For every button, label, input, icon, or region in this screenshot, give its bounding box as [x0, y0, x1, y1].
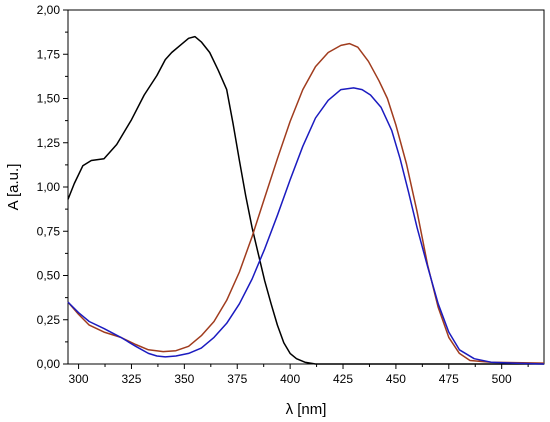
x-tick-label: 300 [69, 372, 89, 386]
y-tick-label: 0,50 [37, 269, 61, 283]
x-tick-label: 425 [333, 372, 353, 386]
series-line-3 [67, 87, 545, 365]
x-tick-label: 400 [280, 372, 300, 386]
y-axis-ticks: 0,00 0,25 0,50 0,75 1,00 1,25 1,50 1,75 2,00 [37, 3, 68, 371]
x-tick-label: 475 [439, 372, 459, 386]
x-tick-label: 325 [121, 372, 141, 386]
series-line-1 [67, 35, 544, 365]
y-tick-label: 1,50 [37, 92, 61, 106]
x-tick-label: 375 [227, 372, 247, 386]
y-tick-label: 0,75 [37, 224, 61, 238]
y-tick-label: 0,00 [37, 357, 61, 371]
y-tick-label: 1,75 [37, 47, 61, 61]
x-axis-ticks: 300 325 350 375 400 425 450 475 500 [69, 364, 529, 386]
x-tick-label: 500 [492, 372, 512, 386]
series-layer [67, 35, 545, 365]
x-tick-label: 350 [174, 372, 194, 386]
x-axis-label: λ [nm] [286, 401, 327, 418]
y-axis-label: A [a.u.] [5, 164, 22, 211]
x-tick-label: 450 [386, 372, 406, 386]
y-tick-label: 2,00 [37, 3, 61, 17]
y-tick-label: 0,25 [37, 313, 61, 327]
series-line-2 [67, 42, 545, 364]
y-tick-label: 1,00 [37, 180, 61, 194]
plot-frame [67, 9, 545, 365]
y-tick-label: 1,25 [37, 136, 61, 150]
